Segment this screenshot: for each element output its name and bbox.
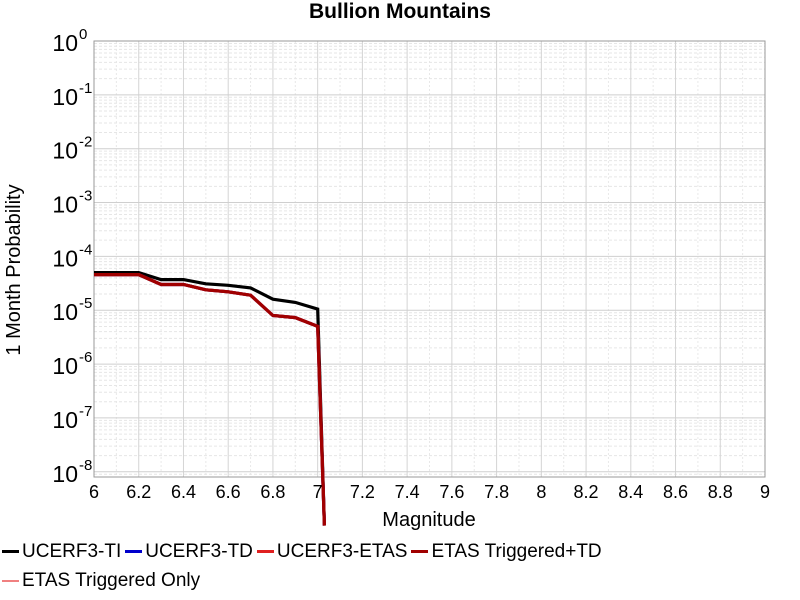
y-tick-exponent: -3 [79, 188, 92, 205]
y-tick-label: 10 -6 [52, 349, 92, 379]
y-tick-label: 10 -4 [52, 241, 92, 271]
y-tick-label: 10 0 [52, 26, 87, 56]
y-tick-exponent: -1 [79, 80, 92, 97]
x-tick-label: 6.4 [171, 482, 196, 502]
x-tick-label: 8.4 [618, 482, 643, 502]
y-tick-exponent: 0 [79, 26, 87, 43]
y-tick-base: 10 [52, 461, 78, 487]
legend-item: UCERF3-TI [2, 537, 121, 566]
y-tick-base: 10 [52, 192, 78, 218]
x-ticks: 6 6.2 6.4 6.6 6.8 7 7.2 7.4 7.6 7.8 8 8.2 8.4 8.6 8.8 9 [89, 482, 770, 502]
legend-label: ETAS Triggered+TD [431, 541, 602, 562]
legend-swatch [2, 579, 19, 582]
series-layer [94, 271, 326, 526]
y-tick-exponent: -7 [79, 403, 92, 420]
y-tick-exponent: -6 [79, 349, 92, 366]
y-tick-base: 10 [52, 245, 78, 271]
x-tick-label: 7.8 [484, 482, 509, 502]
legend-item: ETAS Triggered Only [2, 566, 200, 595]
legend-swatch [256, 550, 274, 554]
legend-item: UCERF3-TD [125, 537, 253, 566]
y-tick-base: 10 [52, 299, 78, 325]
y-tick-label: 10 -1 [52, 80, 92, 110]
x-tick-label: 6 [89, 482, 99, 502]
x-tick-label: 6.2 [126, 482, 151, 502]
x-tick-label: 7.6 [439, 482, 464, 502]
x-axis-label: Magnitude [382, 509, 475, 531]
legend-label: UCERF3-TI [22, 541, 122, 562]
y-tick-base: 10 [52, 138, 78, 164]
x-tick-label: 7.4 [395, 482, 420, 502]
grid-major [93, 40, 766, 477]
grid-minor [94, 41, 765, 478]
legend-swatch [411, 550, 429, 554]
x-tick-label: 7.2 [350, 482, 375, 502]
legend-swatch [125, 550, 143, 554]
legend-label: UCERF3-TD [145, 541, 253, 562]
x-tick-label: 7 [313, 482, 323, 502]
y-tick-base: 10 [52, 407, 78, 433]
x-tick-label: 6.8 [260, 482, 285, 502]
chart-title: Bullion Mountains [309, 0, 491, 23]
series-line-ucerf3-ti [94, 271, 326, 526]
y-tick-label: 10 -8 [52, 457, 92, 487]
plot-frame [93, 40, 766, 478]
y-tick-label: 10 -3 [52, 188, 92, 218]
y-tick-base: 10 [52, 353, 78, 379]
x-tick-label: 8.2 [574, 482, 599, 502]
series-line-etas-triggered-td [94, 273, 326, 526]
y-axis-label: 1 Month Probability [3, 184, 25, 355]
legend-label: ETAS Triggered Only [22, 570, 201, 591]
y-tick-exponent: -4 [79, 241, 92, 258]
y-tick-base: 10 [52, 30, 78, 56]
x-tick-label: 8.8 [708, 482, 733, 502]
y-tick-exponent: -2 [79, 134, 92, 151]
y-tick-label: 10 -5 [52, 295, 92, 325]
y-tick-label: 10 -2 [52, 134, 92, 164]
legend-label: UCERF3-ETAS [276, 541, 408, 562]
legend-swatch [2, 550, 19, 554]
y-tick-exponent: -5 [79, 295, 92, 312]
legend-item: UCERF3-ETAS [256, 537, 408, 566]
x-tick-label: 9 [760, 482, 770, 502]
legend-item: ETAS Triggered+TD [411, 537, 602, 566]
y-tick-base: 10 [52, 84, 78, 110]
x-tick-label: 8 [536, 482, 546, 502]
y-tick-label: 10 -7 [52, 403, 92, 433]
x-tick-label: 8.6 [663, 482, 688, 502]
legend: UCERF3-TI UCERF3-TD UCERF3-ETAS ETAS Trigge… [2, 537, 798, 595]
y-tick-exponent: -8 [79, 457, 92, 474]
x-tick-label: 6.6 [216, 482, 241, 502]
